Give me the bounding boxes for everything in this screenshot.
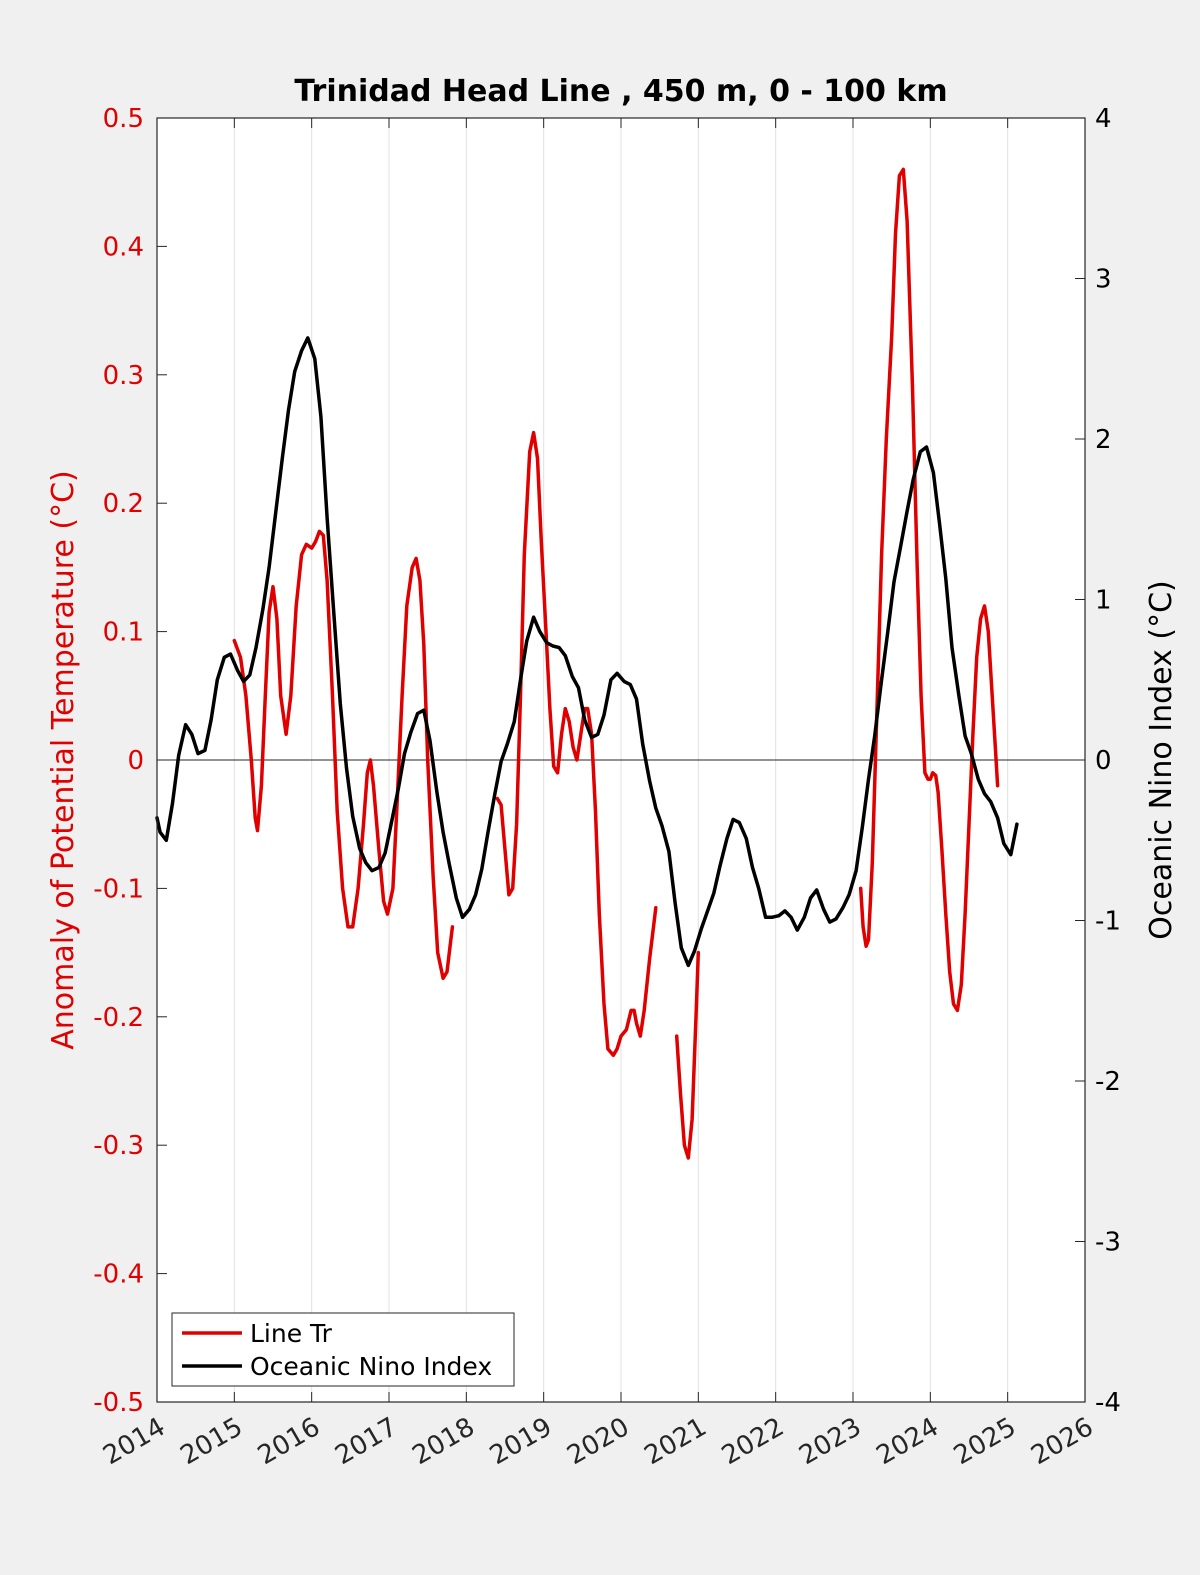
y-right-tick-label: -3: [1095, 1228, 1121, 1258]
y-right-tick-label: 2: [1095, 425, 1112, 455]
x-tick-label: 2015: [176, 1412, 248, 1471]
x-tick-label: 2022: [717, 1412, 789, 1471]
chart-title: Trinidad Head Line , 450 m, 0 - 100 km: [294, 74, 947, 109]
series-oceanic-nino-index-segment-0: [155, 336, 1019, 968]
y-right-tick-label: 1: [1095, 586, 1112, 616]
series-line-tr-segment-0: [232, 529, 455, 981]
x-tick-label: 2021: [640, 1412, 712, 1471]
y-left-tick-label: -0.2: [93, 1003, 144, 1033]
y-left-tick-label: -0.1: [93, 874, 144, 904]
y-right-tick-label: 3: [1095, 265, 1112, 295]
y-axis-left-label: Anomaly of Potential Temperature (°C): [46, 470, 81, 1049]
y-left-tick-label: 0.1: [103, 618, 144, 648]
x-tick-label: 2026: [1026, 1412, 1098, 1471]
y-right-tick-label: 4: [1095, 104, 1112, 134]
series-line-tr-segment-2: [674, 950, 701, 1160]
y-left-tick-label: 0.5: [103, 104, 144, 134]
series-line-tr-segment-1: [495, 430, 658, 1058]
x-tick-label: 2023: [794, 1412, 866, 1471]
y-left-tick-label: -0.3: [93, 1131, 144, 1161]
y-left-tick-label: 0.2: [103, 489, 144, 519]
legend-label-line-tr: Line Tr: [250, 1319, 333, 1348]
x-tick-label: 2019: [485, 1412, 557, 1471]
y-right-tick-label: -4: [1095, 1388, 1121, 1418]
x-tick-label: 2018: [408, 1412, 480, 1471]
legend: Line Tr Oceanic Nino Index: [171, 1312, 515, 1387]
y-left-tick-label: -0.5: [93, 1388, 144, 1418]
left-axis: 0.5 0.4 0.3 0.2 0.1 0 -0.1 -0.2 -0.3 -0.4 -0.5: [93, 104, 167, 1418]
series-line-tr-segment-3: [858, 167, 1000, 1013]
x-tick-label: 2020: [562, 1412, 634, 1471]
y-left-tick-label: 0: [127, 746, 144, 776]
y-axis-right-label: Oceanic Nino Index (°C): [1144, 580, 1179, 940]
y-right-tick-label: 0: [1095, 746, 1112, 776]
x-tick-label: 2014: [98, 1412, 170, 1471]
legend-label-oni: Oceanic Nino Index: [250, 1352, 492, 1381]
y-left-tick-label: 0.4: [103, 232, 144, 262]
x-tick-label: 2025: [949, 1412, 1021, 1471]
legend-box: [171, 1312, 515, 1387]
x-tick-label: 2016: [253, 1412, 325, 1471]
y-right-tick-label: -2: [1095, 1067, 1121, 1097]
x-tick-label: 2017: [330, 1412, 402, 1471]
series-layer: [155, 167, 1019, 1160]
y-left-tick-label: 0.3: [103, 361, 144, 391]
y-right-tick-label: -1: [1095, 907, 1121, 937]
x-tick-label: 2024: [872, 1412, 944, 1471]
y-left-tick-label: -0.4: [93, 1260, 144, 1290]
right-axis: 4 3 2 1 0 -1 -2 -3 -4: [1075, 104, 1121, 1418]
